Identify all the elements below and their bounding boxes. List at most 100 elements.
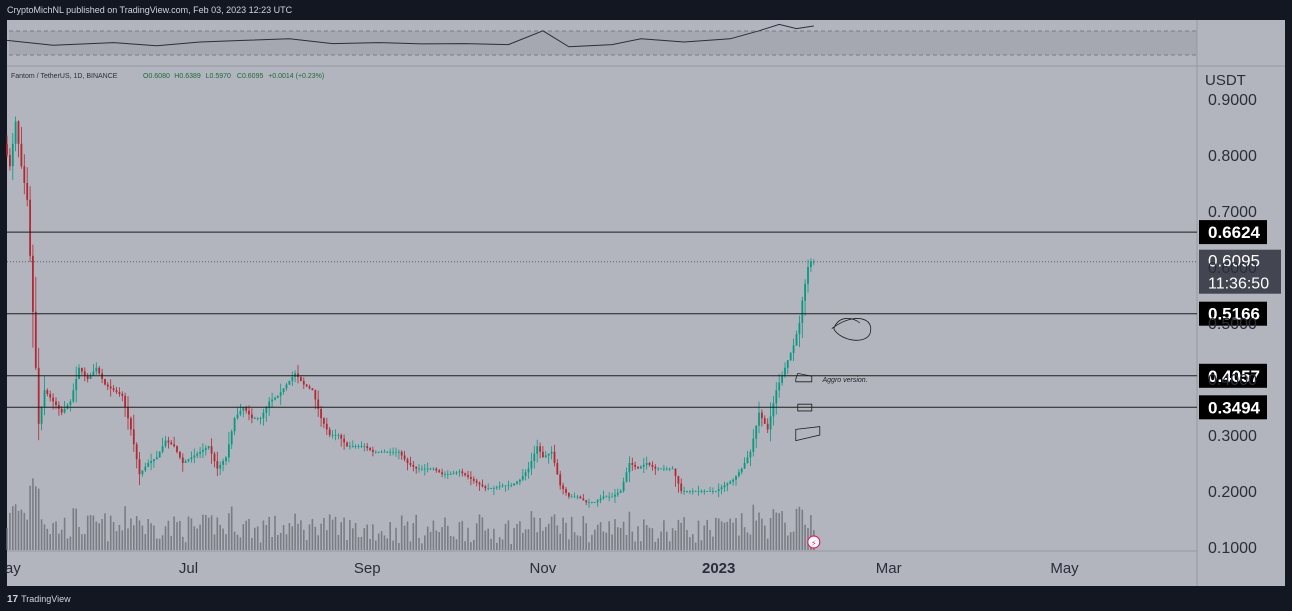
volume-bar — [481, 517, 484, 550]
candle-body — [513, 483, 515, 486]
candle-body — [599, 498, 602, 501]
candle-body — [798, 323, 801, 335]
volume-bar — [40, 519, 43, 550]
volume-bar — [608, 521, 610, 550]
countdown-label: 11:36:50 — [1208, 276, 1269, 293]
candle-body — [778, 382, 781, 391]
volume-bar — [666, 531, 668, 550]
candle-body — [176, 446, 178, 452]
candle-body — [582, 498, 585, 501]
tradingview-logo-icon[interactable]: 17 — [7, 594, 19, 605]
y-tick-label: 0.2000 — [1208, 484, 1257, 501]
volume-bar — [573, 532, 576, 550]
volume-bar — [193, 526, 196, 550]
volume-bar — [562, 517, 564, 550]
candle-body — [441, 472, 443, 475]
candle-body — [251, 414, 253, 419]
volume-bar — [746, 532, 749, 550]
candle-body — [568, 492, 570, 497]
volume-bar — [121, 530, 124, 550]
volume-bar — [357, 537, 360, 550]
volume-bar — [660, 531, 662, 550]
volume-bar — [69, 536, 72, 550]
candle-body — [409, 463, 412, 465]
candle-body — [323, 418, 325, 424]
volume-bar — [37, 488, 40, 550]
candle-body — [640, 466, 642, 469]
candle-body — [184, 461, 187, 463]
volume-bar — [328, 514, 331, 550]
candle-body — [291, 377, 294, 381]
volume-bar — [58, 533, 60, 550]
volume-bar — [225, 534, 227, 550]
candle-body — [622, 481, 625, 491]
volume-bar — [588, 542, 590, 550]
chart-frame[interactable] — [7, 20, 1285, 586]
volume-bar — [156, 538, 158, 550]
volume-bar — [60, 529, 63, 550]
volume-bar — [311, 518, 314, 550]
y-tick-label: 0.1000 — [1208, 540, 1257, 557]
candle-body — [542, 451, 544, 458]
volume-bar — [570, 516, 573, 550]
candle-body — [645, 463, 648, 465]
lightning-marker[interactable] — [807, 535, 821, 549]
volume-bar — [66, 538, 69, 550]
x-tick-label: 2023 — [702, 560, 735, 577]
candle-body — [190, 457, 193, 460]
volume-bar — [43, 524, 46, 550]
candle-body — [276, 395, 279, 398]
candle-body — [161, 446, 164, 452]
volume-bar — [271, 537, 273, 550]
volume-bar — [501, 539, 504, 550]
candle-body — [337, 435, 340, 436]
volume-bar — [542, 530, 544, 550]
candle-body — [138, 459, 141, 475]
candle-body — [158, 451, 161, 458]
volume-bar — [522, 532, 524, 550]
candle-body — [807, 267, 809, 284]
candle-body — [801, 300, 804, 323]
candle-body — [259, 418, 262, 419]
volume-bar — [305, 540, 308, 550]
volume-bar — [657, 538, 659, 550]
volume-bar — [331, 519, 334, 550]
candle-body — [34, 311, 37, 368]
volume-bar — [444, 517, 446, 550]
volume-bar — [545, 526, 547, 550]
candle-body — [758, 412, 760, 426]
candle-body — [92, 371, 95, 376]
volume-bar — [617, 527, 619, 550]
lightning-icon[interactable]: ⚡ — [811, 539, 817, 548]
candle-body — [478, 482, 481, 485]
volume-bar — [167, 520, 170, 550]
volume-bar — [363, 528, 366, 550]
candle-body — [602, 496, 605, 499]
volume-bar — [516, 524, 518, 550]
x-tick-label: ay — [5, 560, 21, 577]
volume-bar — [248, 518, 250, 550]
candle-body — [98, 367, 101, 374]
candle-body — [285, 384, 288, 389]
scribble-box-1 — [795, 372, 813, 383]
candle-body — [674, 468, 677, 477]
volume-bar — [398, 543, 400, 550]
volume-bar — [150, 523, 152, 550]
candle-body — [530, 461, 533, 469]
level-label: 0.4057 — [1208, 367, 1260, 386]
volume-bar — [493, 528, 495, 550]
x-tick-label: Nov — [530, 560, 557, 577]
candle-body — [207, 446, 210, 449]
volume-bar — [441, 527, 443, 550]
volume-bar — [101, 519, 103, 550]
volume-bar — [519, 521, 521, 550]
volume-bar — [75, 508, 77, 550]
candle-body — [792, 345, 795, 353]
tradingview-brand[interactable]: TradingView — [21, 594, 71, 604]
volume-bar — [772, 509, 775, 550]
candle-body — [510, 485, 513, 487]
volume-bar — [130, 518, 132, 550]
volume-bar — [184, 542, 187, 550]
volume-bar — [686, 529, 688, 550]
